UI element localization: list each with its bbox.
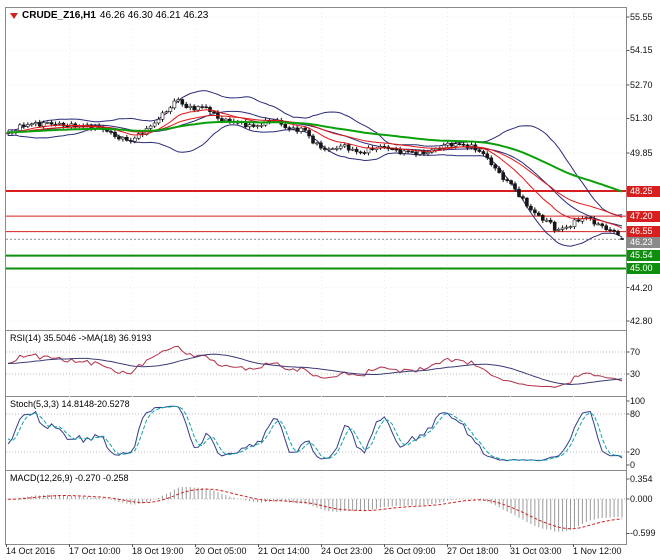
macd-tick-label: 0.354	[630, 473, 653, 484]
rsi-tick-label: 70	[630, 346, 641, 357]
rsi-indicator-label: RSI(14) 35.5046 ->MA(18) 36.9193	[10, 333, 152, 343]
price-tick-label: 54.15	[630, 45, 653, 56]
rsi-tick-label: 30	[630, 369, 641, 380]
price-level-tag: 46.55	[627, 226, 660, 238]
price-level-tag: 48.25	[627, 185, 660, 197]
macd-tick-label: -0.599	[630, 528, 656, 539]
symbol-icon	[10, 12, 18, 19]
price-level-tag: 45.00	[627, 263, 660, 274]
stoch-tick-label: 20	[630, 447, 641, 458]
price-tick-label: 55.55	[630, 12, 653, 23]
time-axis[interactable]: 14 Oct 2016 17 Oct 10:00 18 Oct 19:00 20 Oc…	[6, 545, 626, 560]
stoch-indicator-label: Stoch(5,3,3) 14.8148-20.5278	[10, 399, 130, 409]
price-level-tag: 45.54	[627, 250, 660, 262]
time-tick-label: 14 Oct 2016	[6, 546, 56, 556]
time-tick-label: 17 Oct 10:00	[69, 546, 121, 556]
time-tick-label: 20 Oct 05:00	[195, 546, 247, 556]
price-tick-label: 51.30	[630, 113, 653, 124]
price-level-tag: 47.20	[627, 210, 660, 222]
time-tick-label: 1 Nov 12:00	[573, 546, 622, 556]
time-tick-label: 21 Oct 14:00	[258, 546, 310, 556]
macd-tick-label: 0.000	[630, 494, 653, 505]
stoch-tick-label: 80	[630, 408, 641, 419]
price-tick-label: 44.20	[630, 282, 653, 293]
stoch-tick-label: 100	[630, 396, 646, 406]
price-tick-label: 49.85	[630, 147, 653, 158]
time-tick-label: 24 Oct 23:00	[321, 546, 373, 556]
time-tick-label: 31 Oct 03:00	[510, 546, 562, 556]
macd-indicator-label: MACD(12,26,9) -0.270 -0.258	[10, 473, 129, 483]
price-axis[interactable]: 55.55 54.15 52.70 51.30 49.85 44.20 42.80 48.25…	[627, 0, 660, 560]
chart-title: CRUDE_Z16,H1 46.26 46.30 46.21 46.23	[10, 10, 208, 21]
time-tick-label: 18 Oct 19:00	[132, 546, 184, 556]
chart-ohlc-values: 46.26 46.30 46.21 46.23	[99, 10, 209, 21]
chart-symbol-label: CRUDE_Z16,H1	[22, 10, 96, 21]
price-tick-label: 52.70	[630, 79, 653, 90]
current-price-tag: 46.23	[627, 236, 660, 248]
time-tick-label: 27 Oct 18:00	[447, 546, 499, 556]
time-tick-label: 26 Oct 09:00	[384, 546, 436, 556]
stoch-tick-label: 0	[630, 460, 636, 470]
price-tick-label: 42.80	[630, 315, 653, 326]
